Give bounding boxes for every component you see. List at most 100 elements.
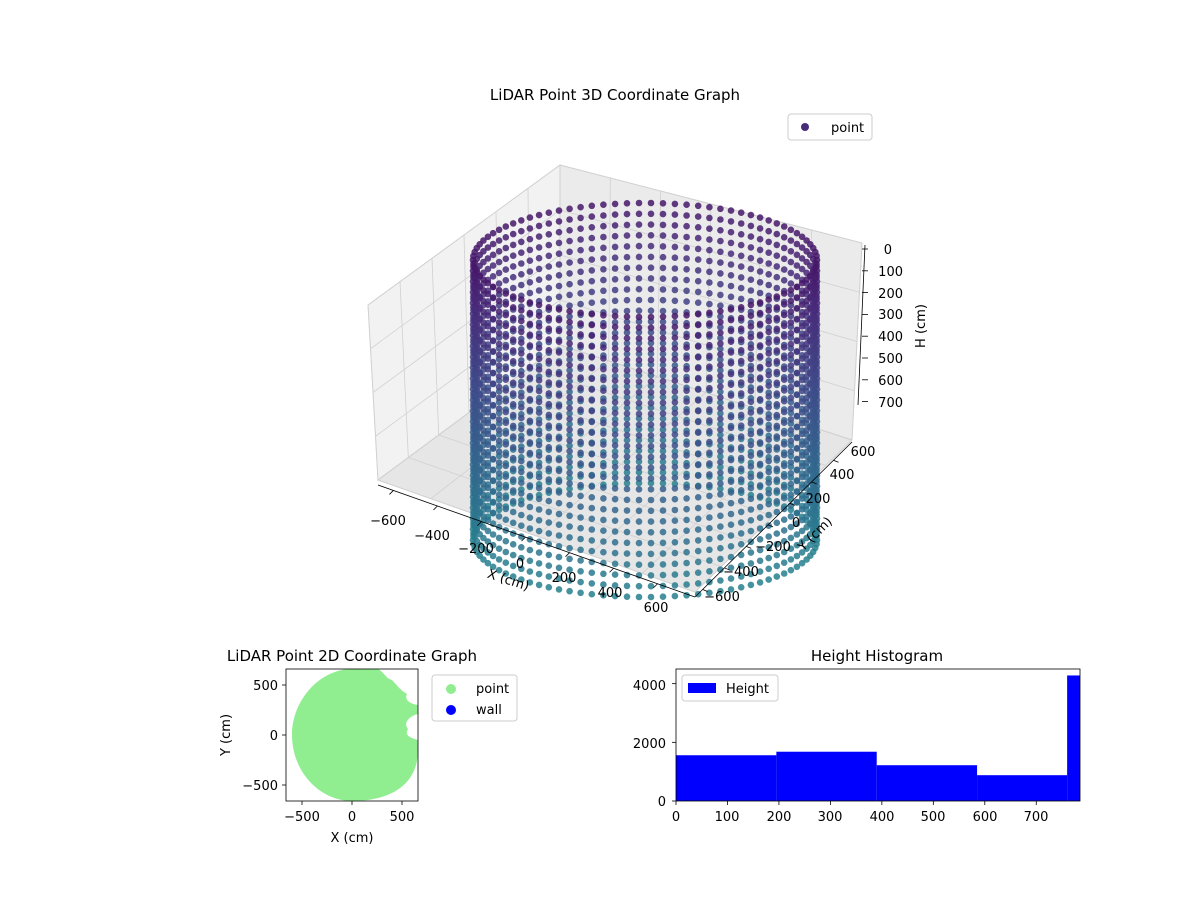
point-3d	[694, 299, 702, 307]
point-3d	[480, 373, 487, 380]
point-3d	[694, 407, 702, 415]
point-3d	[647, 572, 655, 579]
point-3d	[787, 480, 795, 488]
point-3d	[747, 333, 755, 341]
point-3d	[611, 383, 619, 391]
scatter2d-title: LiDAR Point 2D Coordinate Graph	[227, 647, 477, 665]
point-3d	[647, 210, 655, 218]
point-3d	[706, 300, 713, 308]
point-3d	[773, 433, 781, 440]
point-3d	[611, 351, 619, 358]
point-3d	[793, 391, 801, 398]
point-3d	[611, 319, 619, 326]
point-3d	[659, 345, 667, 353]
x-tick-label: 200	[767, 810, 792, 825]
point-3d	[756, 492, 764, 500]
point-3d	[518, 317, 525, 325]
point-3d	[545, 325, 553, 333]
point-3d	[671, 539, 679, 546]
point-3d	[717, 399, 724, 406]
point-3d	[765, 576, 772, 583]
point-3d	[647, 361, 655, 368]
point-3d	[600, 298, 607, 305]
point-3d	[600, 484, 607, 491]
point-3d	[717, 313, 724, 320]
point-3d	[588, 515, 596, 523]
point-3d	[683, 266, 690, 273]
point-3d	[727, 499, 735, 507]
point-3d	[526, 406, 534, 414]
point-3d	[611, 297, 619, 305]
point-3d	[659, 571, 667, 579]
point-3d	[577, 225, 584, 232]
point-3d	[659, 436, 667, 444]
point-3d	[671, 394, 679, 402]
point-3d	[623, 458, 631, 466]
point-3d	[484, 495, 492, 502]
point-3d	[765, 296, 772, 303]
point-3d	[623, 334, 631, 342]
point-3d	[683, 419, 690, 427]
point-3d	[717, 544, 724, 552]
point-3d	[623, 372, 631, 379]
point-3d	[526, 320, 534, 328]
x-tick	[389, 490, 394, 495]
point-3d	[798, 290, 806, 298]
point-3d	[518, 339, 525, 347]
point-3d	[773, 465, 781, 473]
point-3d	[671, 463, 679, 471]
point-3d	[737, 274, 745, 281]
point-3d	[545, 304, 553, 311]
point-3d	[588, 461, 596, 469]
point-3d	[545, 562, 553, 569]
point-3d	[787, 340, 795, 348]
point-3d	[803, 459, 810, 466]
point-3d	[671, 366, 679, 374]
point-3d	[780, 333, 788, 340]
point-3d	[747, 549, 755, 556]
point-3d	[635, 324, 643, 332]
point-3d	[647, 285, 655, 293]
point-3d	[737, 347, 745, 354]
point-3d	[489, 229, 497, 237]
point-3d	[647, 453, 655, 461]
point-3d	[480, 556, 487, 563]
point-3d	[727, 293, 735, 301]
point-3d	[623, 340, 631, 347]
point-3d	[635, 313, 643, 321]
point-3d	[535, 233, 543, 240]
point-3d	[694, 234, 702, 242]
y-tick	[702, 589, 708, 592]
point-3d	[798, 463, 806, 470]
point-3d	[526, 557, 534, 565]
point-3d	[635, 285, 643, 293]
point-3d	[518, 414, 525, 422]
point-3d	[577, 320, 584, 327]
point-3d	[502, 322, 510, 330]
point-3d	[793, 305, 801, 312]
point-3d	[683, 559, 690, 567]
point-3d	[717, 270, 724, 277]
point-3d	[577, 481, 584, 489]
point-3d	[489, 455, 497, 463]
point-3d	[683, 452, 690, 459]
point-3d	[588, 429, 596, 437]
point-3d	[717, 404, 724, 412]
point-3d	[787, 258, 795, 266]
point-3d	[798, 255, 806, 262]
point-3d	[803, 362, 810, 369]
point-3d	[600, 266, 607, 273]
point-3d	[535, 265, 543, 273]
point-3d	[611, 517, 619, 524]
point-3d	[727, 338, 735, 346]
point-3d	[611, 222, 619, 229]
point-3d	[787, 297, 795, 305]
point-3d	[600, 233, 607, 241]
point-3d	[765, 328, 772, 336]
point-3d	[623, 442, 631, 450]
point-3d	[489, 552, 497, 560]
point-3d	[502, 301, 510, 308]
point-3d	[683, 201, 690, 208]
point-3d	[727, 543, 735, 550]
point-3d	[484, 419, 492, 427]
